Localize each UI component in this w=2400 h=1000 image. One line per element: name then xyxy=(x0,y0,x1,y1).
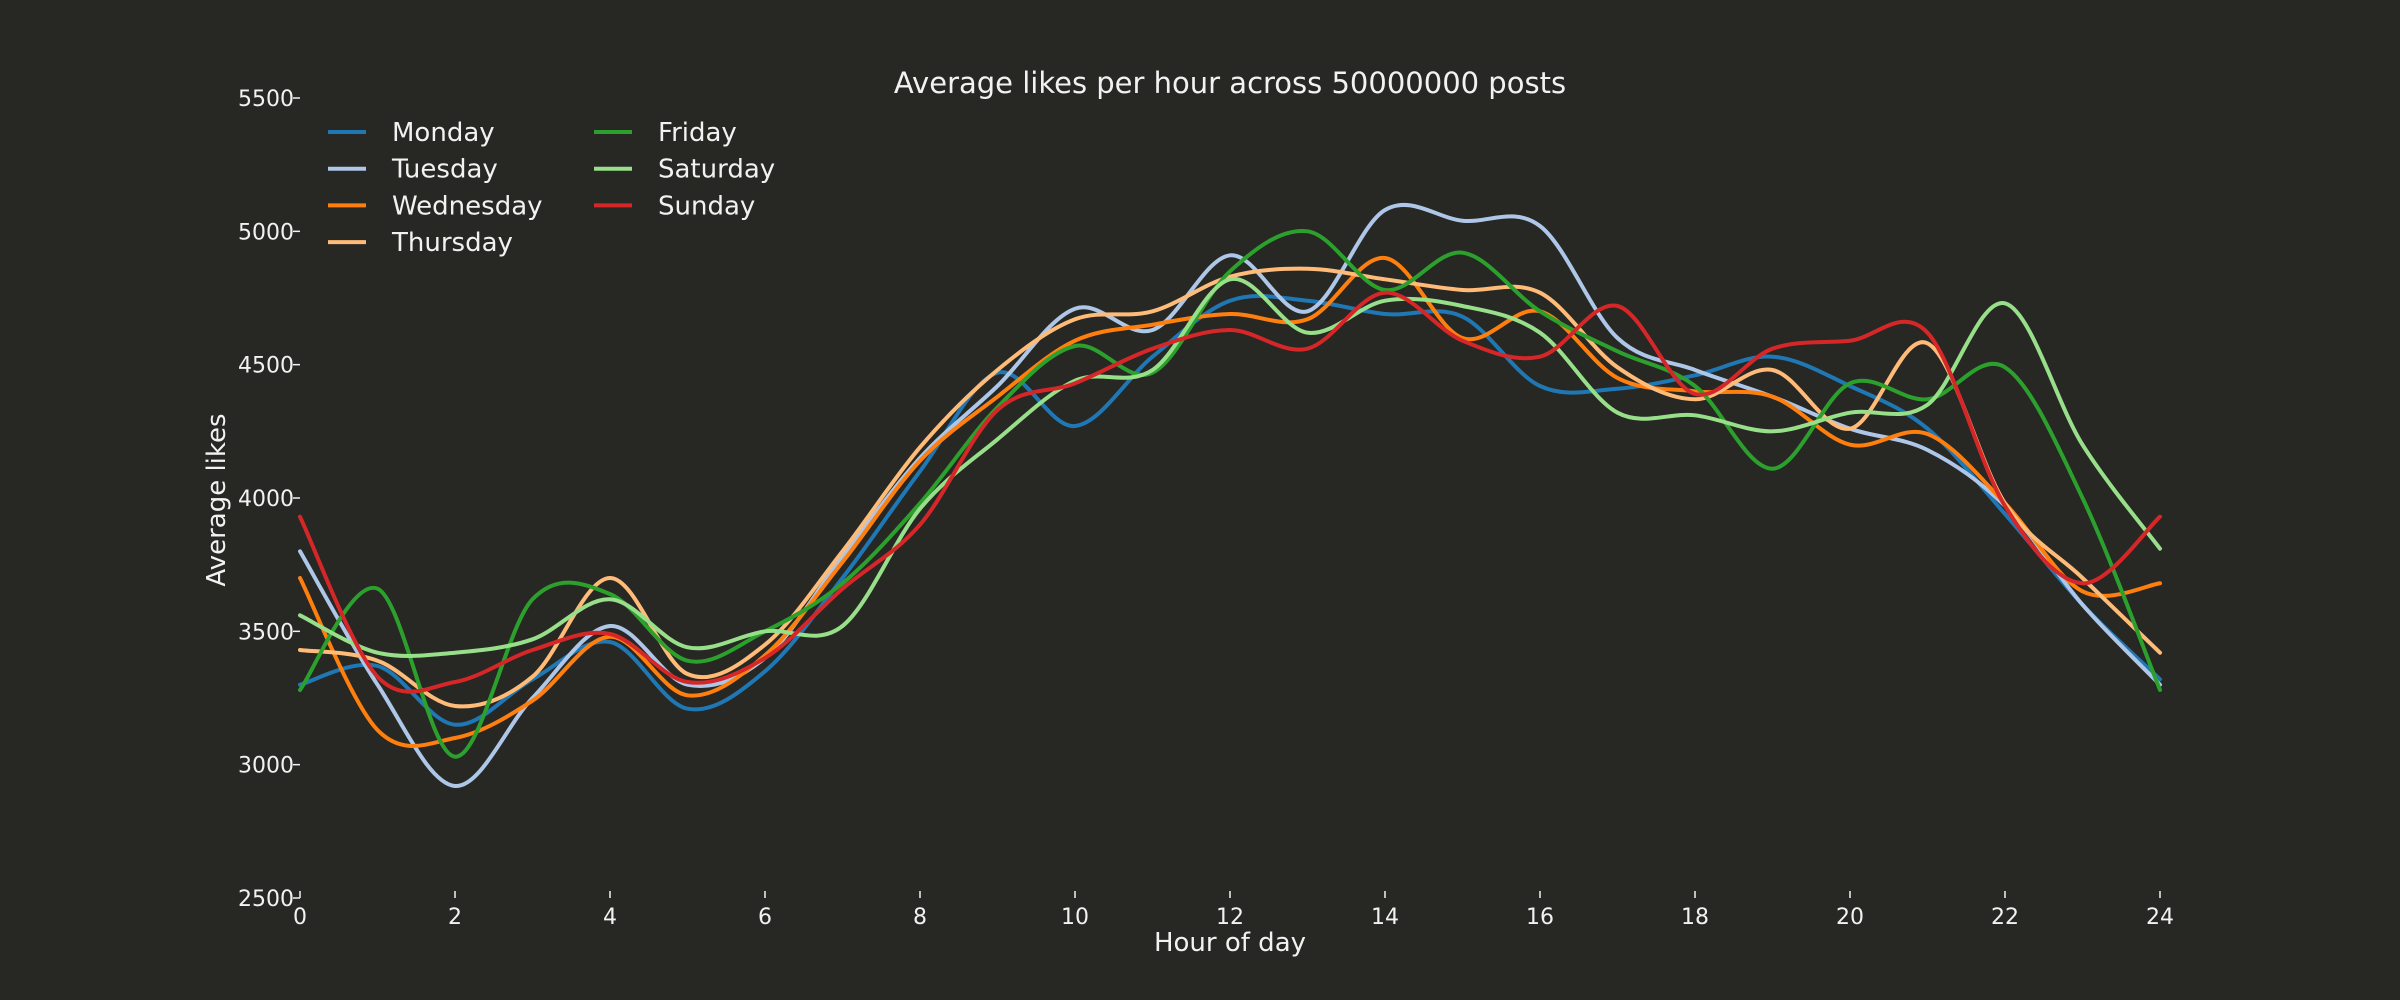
x-axis-ticks: 0 2 4 6 8 10 12 14 16 18 20 22 24 xyxy=(293,891,2174,930)
x-tick-label: 18 xyxy=(1681,905,1709,930)
x-tick-label: 22 xyxy=(1991,905,2019,930)
series-line-tuesday xyxy=(298,203,2162,788)
series-line-monday xyxy=(298,294,2162,727)
y-axis-ticks: 2500 3000 3500 4000 4500 5000 5500 xyxy=(238,87,300,912)
x-tick-label: 2 xyxy=(448,905,462,930)
series-line-wednesday xyxy=(298,255,2162,748)
legend-label-wednesday: Wednesday xyxy=(392,191,543,221)
x-tick-label: 24 xyxy=(2146,905,2174,930)
x-tick-label: 16 xyxy=(1526,905,1554,930)
legend-label-sunday: Sunday xyxy=(658,191,755,221)
x-tick-label: 14 xyxy=(1371,905,1399,930)
y-tick-label: 4000 xyxy=(238,487,294,512)
series-line-sunday xyxy=(298,290,2162,694)
y-tick-label: 5500 xyxy=(238,87,294,112)
y-tick-label: 4500 xyxy=(238,354,294,379)
x-axis-title: Hour of day xyxy=(1154,928,1306,958)
legend-label-thursday: Thursday xyxy=(391,228,513,258)
chart-title: Average likes per hour across 50000000 p… xyxy=(894,66,1566,100)
y-tick-label: 2500 xyxy=(238,887,294,912)
legend-label-tuesday: Tuesday xyxy=(391,155,498,185)
series-lines xyxy=(298,203,2162,788)
legend-label-saturday: Saturday xyxy=(658,155,775,185)
legend-label-friday: Friday xyxy=(658,118,737,148)
series-line-friday xyxy=(298,229,2162,759)
y-tick-label: 3500 xyxy=(238,620,294,645)
x-tick-label: 20 xyxy=(1836,905,1864,930)
legend-label-monday: Monday xyxy=(392,118,495,148)
y-axis-title: Average likes xyxy=(202,413,232,586)
series-line-saturday xyxy=(298,277,2162,658)
x-tick-label: 0 xyxy=(293,905,307,930)
y-tick-label: 5000 xyxy=(238,220,294,245)
legend: Monday Tuesday Wednesday Thursday Friday Satu… xyxy=(328,118,775,258)
x-tick-label: 10 xyxy=(1061,905,1089,930)
series-line-thursday xyxy=(298,266,2162,709)
x-tick-label: 6 xyxy=(758,905,772,930)
x-tick-label: 12 xyxy=(1216,905,1244,930)
x-tick-label: 4 xyxy=(603,905,617,930)
x-tick-label: 8 xyxy=(913,905,927,930)
y-tick-label: 3000 xyxy=(238,754,294,779)
